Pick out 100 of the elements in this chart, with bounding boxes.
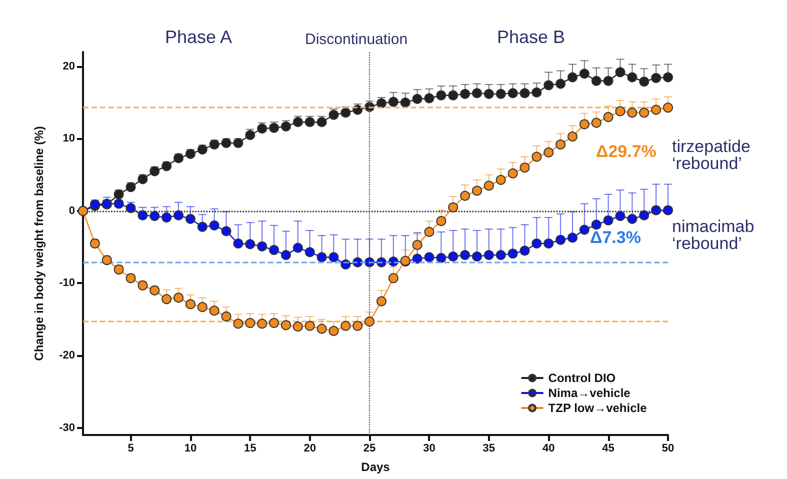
point	[209, 306, 220, 316]
point	[340, 320, 351, 331]
x-tick-label: 30	[423, 442, 436, 454]
text: tirzepatide ‘rebound’	[672, 137, 756, 173]
point	[304, 247, 315, 258]
point	[544, 238, 554, 248]
x-tick-label: 20	[304, 442, 316, 454]
point	[460, 88, 470, 99]
point	[412, 94, 422, 104]
y-tick-label: -30	[59, 422, 75, 434]
point	[245, 318, 256, 328]
point	[508, 168, 518, 178]
point	[651, 205, 662, 216]
point	[627, 72, 638, 82]
point	[257, 318, 268, 329]
point	[532, 152, 542, 162]
x-axis-title: Days	[361, 460, 390, 474]
point	[138, 280, 148, 290]
point	[663, 72, 673, 82]
point	[472, 252, 482, 262]
point	[257, 241, 268, 252]
y-tick-label: 20	[62, 60, 75, 72]
point	[150, 285, 160, 296]
point	[508, 248, 518, 259]
point	[627, 108, 638, 118]
point	[556, 140, 566, 150]
point	[615, 211, 626, 222]
point	[162, 161, 172, 172]
point	[114, 189, 124, 200]
point	[114, 264, 124, 275]
point	[162, 212, 172, 222]
point	[520, 246, 530, 256]
text: nimacimab ‘rebound’	[672, 217, 759, 253]
point	[496, 88, 506, 99]
point	[292, 117, 303, 128]
point	[544, 147, 554, 158]
text: Phase A	[165, 27, 232, 47]
point	[615, 106, 626, 116]
point	[197, 222, 208, 232]
point	[400, 98, 410, 108]
annotation: Δ7.3%	[590, 228, 641, 247]
point	[328, 252, 339, 262]
point	[269, 245, 280, 255]
point	[556, 78, 566, 89]
point	[233, 138, 244, 148]
point	[484, 250, 494, 260]
x-tick-label: 35	[482, 442, 496, 454]
point	[436, 90, 446, 100]
point	[376, 296, 386, 306]
point	[328, 326, 339, 336]
point	[436, 216, 446, 226]
point	[412, 240, 422, 250]
point	[233, 318, 244, 329]
point	[340, 259, 351, 270]
point	[651, 104, 662, 115]
point	[316, 117, 327, 128]
point	[603, 76, 614, 86]
point	[663, 205, 673, 216]
point	[484, 88, 494, 99]
point	[591, 118, 602, 128]
point	[508, 88, 518, 98]
point	[316, 324, 327, 334]
point	[185, 148, 196, 159]
point	[245, 239, 256, 250]
point	[197, 144, 208, 155]
point	[544, 80, 554, 90]
point	[114, 198, 124, 209]
y-tick-label: 10	[62, 132, 75, 145]
point	[603, 112, 614, 122]
point	[174, 153, 184, 164]
point	[448, 90, 458, 100]
point	[436, 252, 446, 263]
point	[221, 226, 232, 236]
point	[102, 255, 112, 266]
point	[591, 220, 602, 230]
point	[424, 93, 434, 104]
point	[472, 186, 482, 196]
point	[424, 226, 434, 237]
point	[412, 254, 422, 264]
point	[221, 311, 232, 322]
point	[591, 76, 602, 86]
point	[150, 211, 160, 222]
point	[532, 87, 542, 98]
point	[245, 130, 256, 140]
point	[388, 256, 398, 267]
point	[269, 318, 280, 328]
x-tick-label: 15	[244, 442, 256, 454]
point	[280, 121, 291, 132]
point	[292, 242, 303, 253]
point	[162, 294, 172, 304]
point	[448, 252, 458, 262]
x-tick-label: 10	[184, 442, 197, 454]
point	[496, 174, 506, 185]
point	[221, 138, 232, 148]
y-tick-label: -20	[59, 350, 75, 362]
x-tick-label: 40	[542, 442, 555, 454]
text: Phase B	[497, 27, 566, 47]
point	[448, 202, 458, 212]
point	[520, 88, 530, 98]
point	[376, 98, 386, 108]
